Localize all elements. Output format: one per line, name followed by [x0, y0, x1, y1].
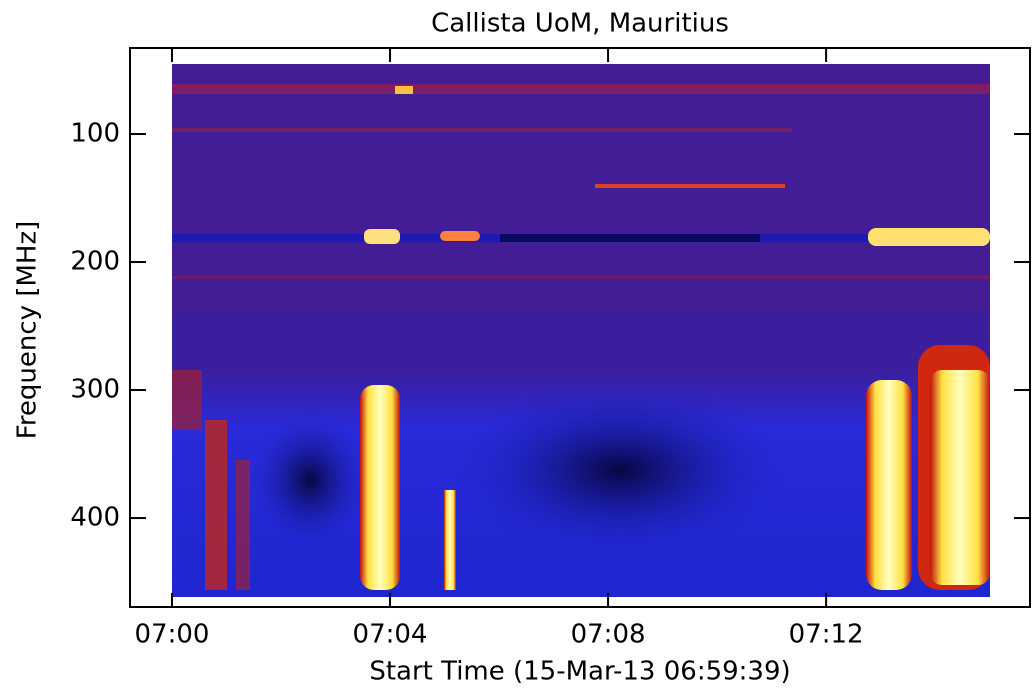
y-tick-label: 300	[70, 375, 120, 405]
burst	[172, 370, 202, 430]
y-tick-label: 400	[70, 503, 120, 533]
streak	[172, 276, 990, 279]
x-tick-label: 07:12	[789, 620, 864, 650]
chart-title: Callista UoM, Mauritius	[431, 9, 729, 39]
burst	[444, 490, 456, 590]
streak	[595, 184, 785, 188]
y-tick-label: 200	[70, 247, 120, 277]
y-axis-label: Frequency [MHz]	[13, 221, 43, 440]
burst	[866, 380, 912, 590]
x-axis-label: Start Time (15-Mar-13 06:59:39)	[369, 657, 790, 687]
burst	[360, 385, 400, 590]
burst	[440, 231, 480, 241]
burst	[395, 86, 413, 94]
y-tick-label: 100	[70, 119, 120, 149]
dark-region	[450, 380, 790, 560]
burst	[868, 228, 990, 246]
burst	[205, 420, 227, 590]
x-tick-label: 07:08	[571, 620, 646, 650]
band	[500, 234, 760, 242]
x-tick-label: 07:04	[353, 620, 428, 650]
plot-frame	[129, 47, 1031, 608]
noise	[172, 64, 990, 314]
streak	[172, 84, 990, 94]
spectrogram-image	[172, 64, 990, 597]
x-tick-label: 07:00	[135, 620, 210, 650]
burst	[930, 370, 990, 585]
streak	[172, 128, 792, 132]
dark-region	[250, 410, 370, 550]
burst	[236, 460, 250, 590]
burst	[364, 229, 400, 244]
